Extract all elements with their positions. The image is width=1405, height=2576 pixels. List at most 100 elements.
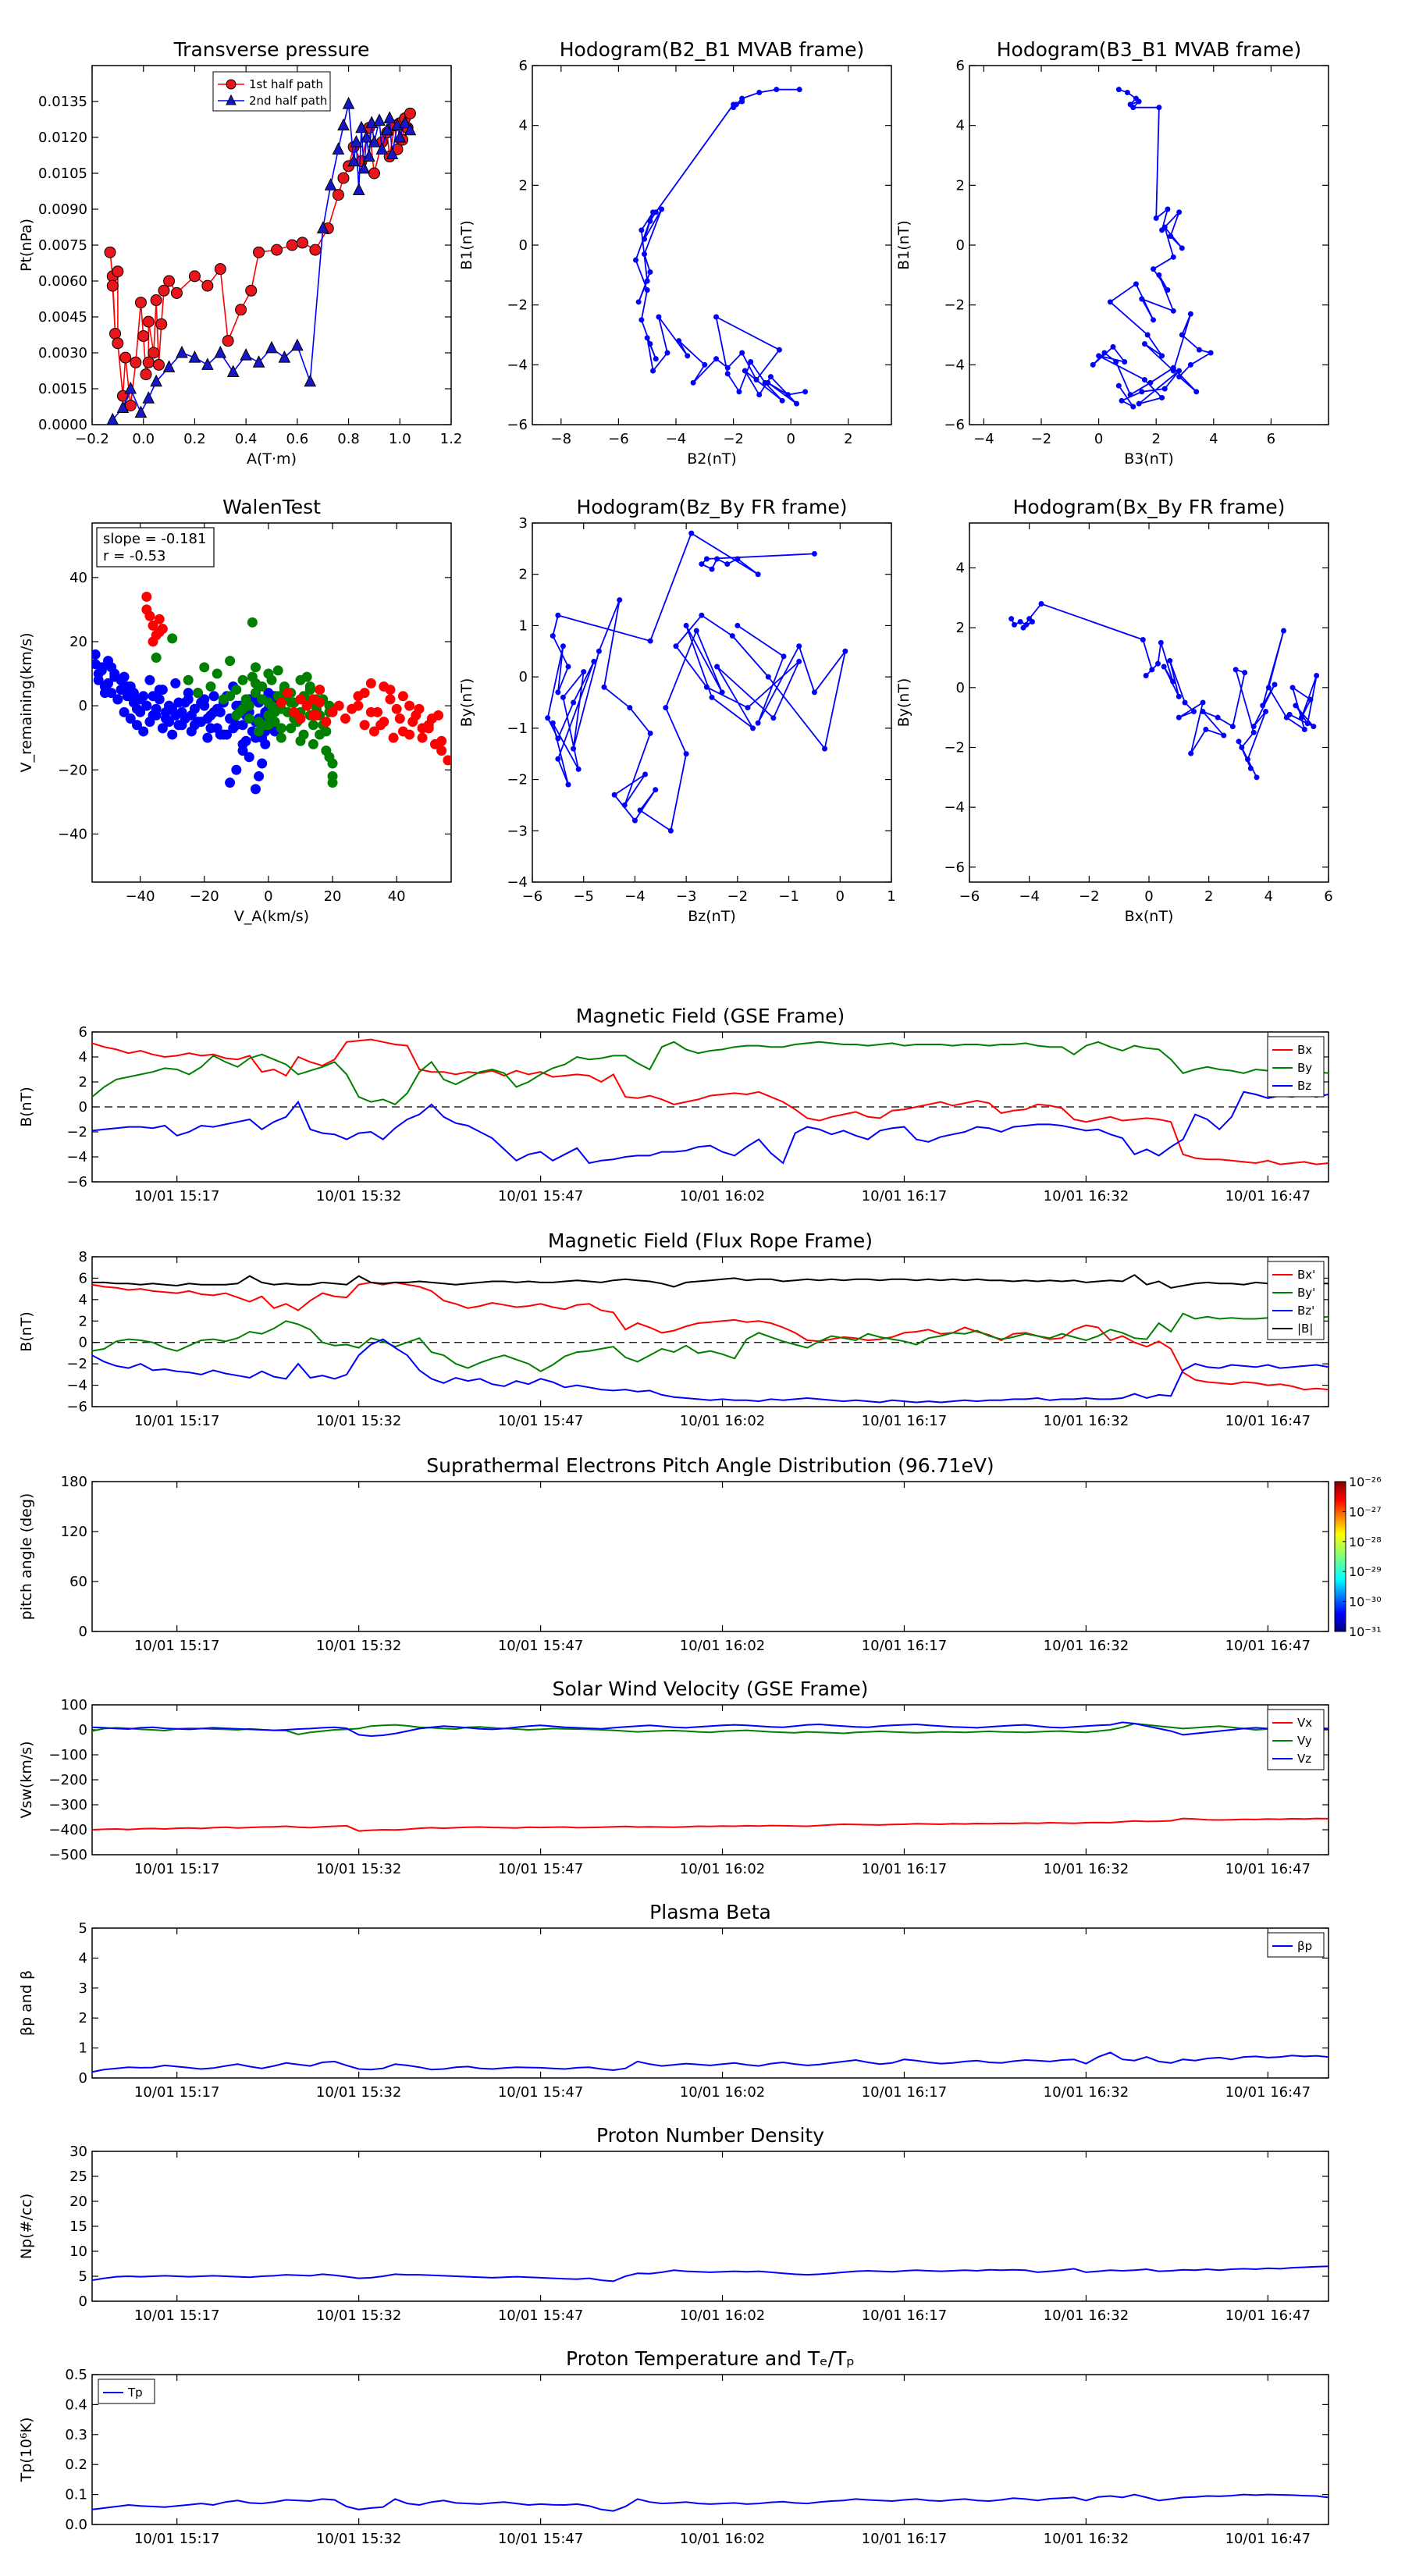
series-second-half bbox=[106, 96, 417, 425]
x-axis-label: Bz(nT) bbox=[688, 908, 735, 925]
data-point bbox=[337, 118, 350, 131]
data-point bbox=[355, 120, 368, 133]
data-point bbox=[1130, 404, 1136, 410]
data-point bbox=[1143, 673, 1149, 678]
data-point bbox=[822, 745, 828, 752]
data-point bbox=[673, 643, 679, 649]
data-point bbox=[642, 236, 648, 242]
data-point bbox=[327, 706, 338, 717]
y-tick-label: 0.0060 bbox=[38, 273, 87, 290]
chart-title: Magnetic Field (Flux Rope Frame) bbox=[548, 1229, 873, 1252]
data-point bbox=[201, 279, 214, 292]
data-point bbox=[638, 317, 645, 323]
hodogram-series bbox=[632, 87, 809, 407]
data-point bbox=[260, 738, 271, 749]
data-point bbox=[1215, 714, 1221, 720]
data-point bbox=[155, 318, 168, 330]
x-tick-label: −2 bbox=[1031, 431, 1052, 447]
data-point bbox=[1293, 703, 1299, 709]
data-point bbox=[128, 697, 139, 708]
data-point bbox=[276, 732, 286, 743]
data-point bbox=[644, 287, 650, 293]
data-point bbox=[560, 643, 566, 649]
data-point bbox=[713, 356, 720, 362]
data-point bbox=[709, 694, 715, 700]
data-point bbox=[283, 688, 293, 699]
data-point bbox=[647, 341, 653, 347]
y-tick-label: 2 bbox=[519, 567, 528, 583]
y-tick-label: −400 bbox=[49, 1822, 87, 1838]
data-point bbox=[154, 614, 165, 624]
x-axis-label: A(T·m) bbox=[247, 450, 297, 468]
annotation-line: r = -0.53 bbox=[103, 548, 166, 564]
data-point bbox=[647, 730, 653, 736]
legend-label: Vz bbox=[1297, 1752, 1311, 1766]
series-first-half bbox=[104, 107, 416, 411]
x-tick-label: 10/01 16:32 bbox=[1044, 2307, 1129, 2324]
data-point bbox=[240, 694, 251, 705]
data-point bbox=[235, 304, 247, 316]
data-point bbox=[289, 706, 300, 717]
data-point bbox=[1156, 272, 1162, 278]
data-point bbox=[276, 697, 286, 708]
data-point bbox=[148, 636, 158, 647]
data-point bbox=[1130, 105, 1136, 111]
data-point bbox=[226, 365, 240, 378]
data-point bbox=[1304, 720, 1311, 727]
x-tick-label: 10/01 16:17 bbox=[862, 2531, 947, 2547]
hodogram-series bbox=[1090, 87, 1214, 410]
data-point bbox=[1176, 368, 1183, 374]
data-point bbox=[363, 149, 375, 162]
data-point bbox=[286, 239, 298, 251]
x-tick-label: −40 bbox=[126, 888, 155, 905]
chart-hodogram-bx-by: Hodogram(Bx_By FR frame) −6 −4 −2 0 2 4 −6 −4 −2 0… bbox=[895, 496, 1333, 925]
data-point bbox=[316, 221, 329, 234]
data-point bbox=[112, 265, 124, 278]
data-point bbox=[202, 732, 213, 743]
data-point bbox=[750, 725, 756, 731]
colorbar-label: 10⁻³⁰ bbox=[1349, 1595, 1382, 1610]
y-tick-label: 2 bbox=[956, 177, 965, 194]
y-tick-label: 1 bbox=[79, 2041, 87, 2057]
data-point bbox=[332, 189, 344, 201]
y-axis-label: βp and β bbox=[18, 1970, 35, 2036]
y-axis-label: By(nT) bbox=[458, 678, 475, 728]
data-point bbox=[755, 720, 761, 726]
data-point bbox=[555, 735, 561, 742]
data-point bbox=[756, 392, 763, 398]
series-line-Vz bbox=[92, 1721, 1329, 1738]
data-point bbox=[676, 338, 682, 344]
y-tick-label: 0.0120 bbox=[38, 130, 87, 146]
data-point bbox=[144, 674, 155, 685]
colorbar-label: 10⁻²⁸ bbox=[1349, 1535, 1382, 1550]
data-point bbox=[436, 745, 447, 756]
x-tick-label: 10/01 15:17 bbox=[134, 2084, 219, 2101]
data-point bbox=[1170, 365, 1176, 371]
x-tick-label: −6 bbox=[959, 888, 980, 905]
data-point bbox=[225, 777, 236, 788]
data-point bbox=[739, 98, 745, 105]
data-point bbox=[286, 723, 297, 734]
data-point bbox=[1170, 308, 1176, 314]
data-point bbox=[359, 688, 370, 699]
data-point bbox=[1020, 624, 1026, 631]
data-point bbox=[748, 359, 754, 365]
data-point bbox=[176, 345, 188, 358]
x-tick-label: 10/01 16:47 bbox=[1225, 1188, 1311, 1204]
data-point bbox=[228, 723, 239, 734]
x-tick-label: 10/01 16:17 bbox=[862, 2307, 947, 2324]
data-point bbox=[342, 96, 355, 109]
data-point bbox=[1250, 729, 1257, 735]
data-point bbox=[135, 706, 146, 717]
x-tick-label: 1.0 bbox=[389, 431, 411, 447]
x-tick-label: 10/01 15:17 bbox=[134, 1861, 219, 1877]
data-point bbox=[779, 397, 785, 404]
axes-frame bbox=[532, 522, 892, 883]
data-point bbox=[399, 116, 411, 129]
data-point bbox=[1307, 696, 1314, 703]
x-tick-label: −1 bbox=[778, 888, 799, 905]
data-point bbox=[231, 764, 242, 775]
series-line bbox=[1010, 603, 1318, 778]
data-point bbox=[162, 360, 176, 372]
data-point bbox=[653, 356, 659, 362]
